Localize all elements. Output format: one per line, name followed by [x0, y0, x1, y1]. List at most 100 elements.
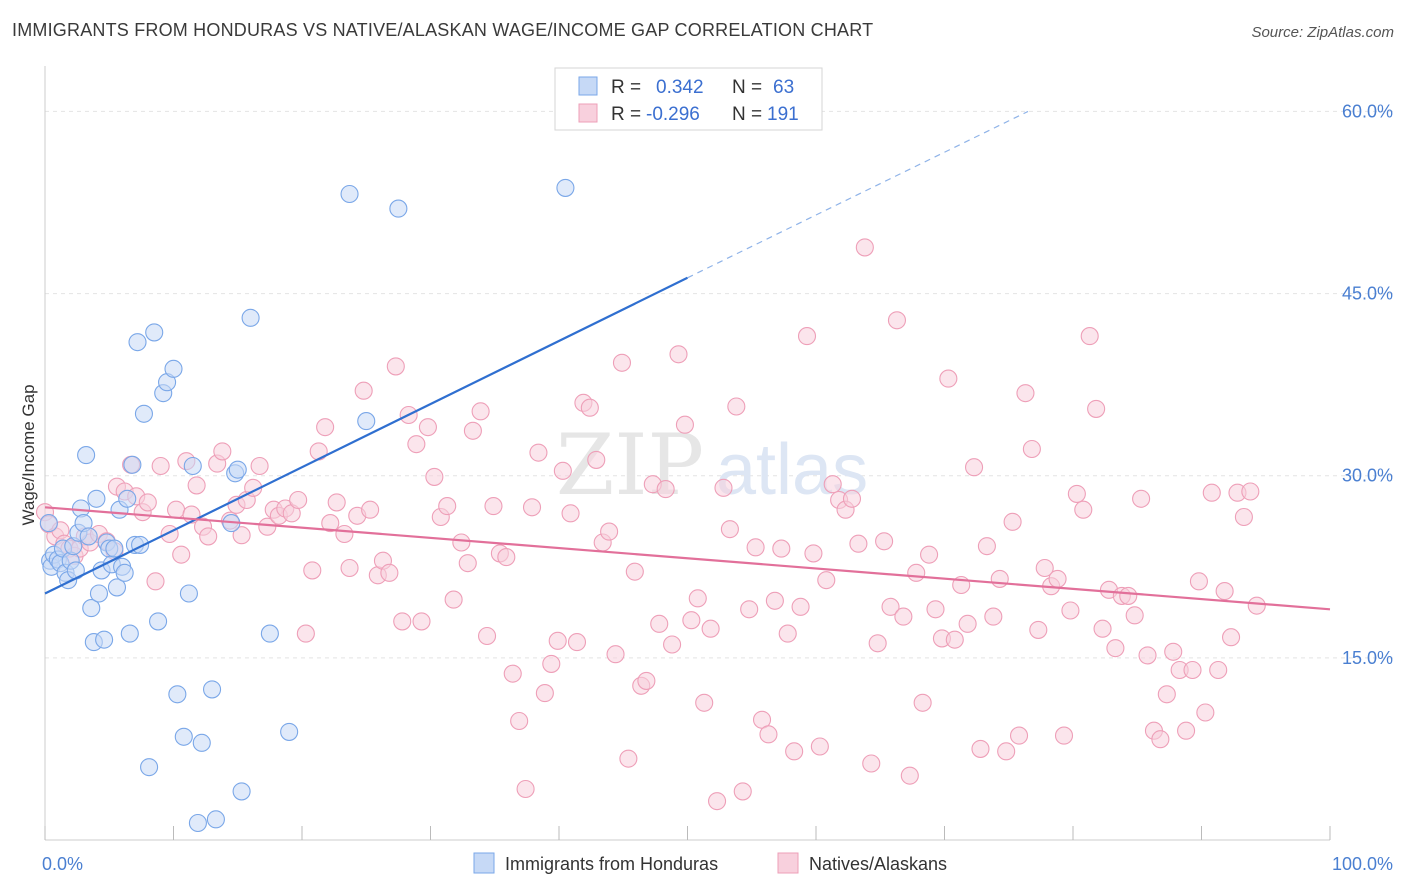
data-point — [79, 527, 98, 546]
data-point — [1022, 439, 1041, 459]
data-point — [327, 493, 346, 512]
gridlines — [45, 110, 1394, 659]
data-point — [477, 626, 497, 646]
data-point — [1132, 489, 1151, 508]
stats-r-label-2: R = — [611, 104, 641, 125]
data-point — [206, 810, 225, 829]
data-point — [1241, 482, 1260, 501]
data-point — [1067, 484, 1086, 503]
data-point — [868, 634, 887, 653]
data-point — [855, 238, 874, 257]
data-point — [708, 792, 727, 811]
series-honduras-points — [39, 178, 575, 833]
data-point — [187, 476, 206, 495]
data-point — [817, 571, 836, 590]
data-point — [77, 446, 96, 465]
data-point — [887, 311, 907, 330]
data-point — [797, 327, 817, 346]
data-point — [1035, 558, 1054, 578]
data-point — [778, 624, 797, 643]
data-point — [407, 435, 426, 454]
data-point — [87, 489, 106, 508]
data-point — [138, 493, 157, 512]
data-point — [418, 418, 437, 437]
data-point — [990, 569, 1009, 588]
trend-line-honduras-extension — [687, 110, 1029, 279]
data-point — [1009, 726, 1029, 745]
data-point — [128, 333, 147, 352]
data-point — [361, 500, 380, 519]
data-point — [232, 526, 251, 545]
data-point — [95, 630, 114, 649]
data-point — [303, 561, 322, 580]
data-point — [791, 597, 810, 616]
data-point — [606, 645, 625, 664]
data-point — [172, 545, 191, 564]
data-point — [123, 455, 142, 474]
stats-pink-swatch — [578, 103, 598, 123]
data-point — [232, 782, 251, 801]
data-point — [145, 323, 164, 342]
data-point — [1074, 500, 1093, 519]
data-point — [82, 599, 101, 618]
data-point — [920, 545, 939, 564]
x-tick-label: 100.0% — [1332, 854, 1393, 874]
data-point — [107, 578, 127, 597]
data-point — [296, 624, 315, 643]
data-point — [354, 381, 373, 400]
data-point — [179, 584, 198, 603]
chart-title: IMMIGRANTS FROM HONDURAS VS NATIVE/ALASK… — [12, 20, 874, 40]
data-point — [386, 357, 405, 376]
data-point — [720, 520, 739, 539]
data-point — [740, 600, 759, 619]
data-point — [810, 737, 829, 756]
x-tick-label: 0.0% — [42, 854, 83, 874]
data-point — [167, 500, 186, 519]
data-point — [984, 607, 1003, 626]
y-tick-label: 60.0% — [1342, 101, 1393, 121]
trend-lines — [44, 110, 1331, 611]
stats-blue-swatch — [578, 76, 598, 96]
data-point — [497, 548, 516, 567]
data-point — [862, 754, 881, 773]
data-point — [1247, 596, 1266, 615]
data-point — [151, 456, 170, 476]
trend-line-natives — [44, 506, 1331, 611]
data-point — [39, 514, 58, 533]
legend-natives-label: Natives/Alaskans — [809, 854, 947, 874]
data-point — [380, 563, 399, 582]
data-point — [1177, 721, 1196, 740]
data-point — [1209, 660, 1228, 680]
data-point — [316, 418, 335, 437]
data-point — [695, 693, 714, 712]
data-point — [168, 685, 187, 704]
data-point — [260, 624, 279, 643]
trend-line-honduras — [44, 276, 688, 595]
data-point — [900, 766, 919, 785]
data-point — [977, 537, 996, 556]
data-point — [522, 498, 542, 517]
data-point — [669, 345, 688, 364]
data-point — [1029, 620, 1048, 639]
data-point — [612, 353, 632, 372]
data-point — [340, 558, 359, 578]
data-point — [280, 722, 299, 741]
data-point — [149, 612, 168, 631]
data-point — [258, 517, 277, 536]
data-point — [164, 359, 183, 378]
data-point — [458, 554, 477, 573]
data-point — [548, 631, 567, 650]
data-point — [463, 421, 482, 440]
data-point — [804, 544, 823, 563]
data-point — [1202, 483, 1221, 502]
stats-r-value-1: 0.342 — [656, 77, 704, 98]
data-point — [746, 538, 765, 557]
data-point — [340, 184, 359, 204]
data-point — [412, 612, 431, 631]
data-point — [875, 532, 894, 551]
data-point — [213, 442, 232, 461]
data-point — [120, 624, 139, 643]
data-point — [849, 534, 868, 553]
legend-honduras-label: Immigrants from Honduras — [505, 854, 718, 874]
data-point — [452, 533, 471, 552]
